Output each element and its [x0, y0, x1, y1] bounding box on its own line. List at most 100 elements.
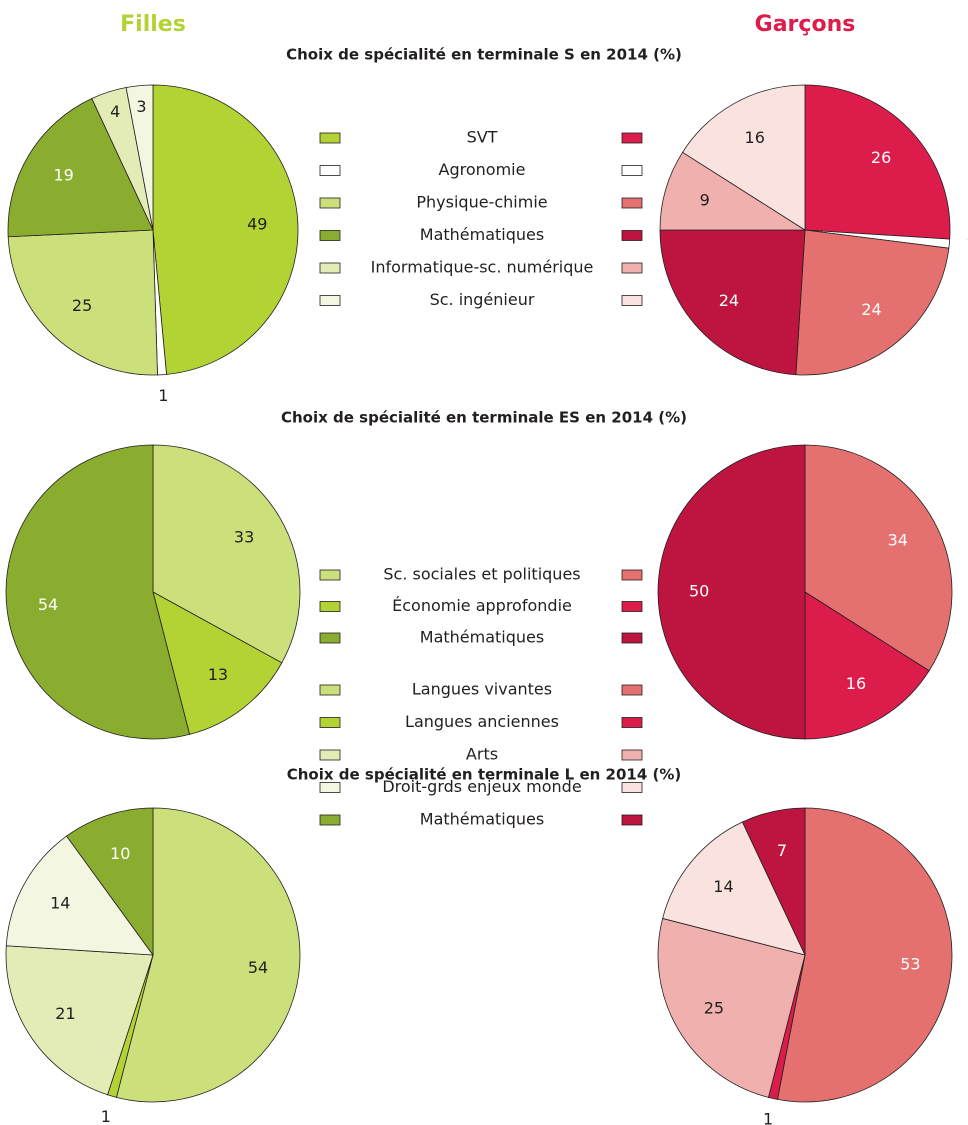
pie-slice [152, 84, 299, 375]
pie-slice [804, 444, 953, 672]
legend-swatch [621, 684, 643, 696]
column-header: Filles [120, 12, 186, 37]
pie-slice [659, 151, 807, 231]
legend-swatch [319, 782, 341, 793]
legend-label: Sc. ingénieur [430, 290, 535, 309]
legend-swatch [319, 684, 341, 696]
legend-swatch [621, 132, 643, 144]
pie-slice [657, 444, 806, 740]
pie-slice [7, 98, 154, 238]
chart-title: Choix de spécialité en terminale L en 20… [287, 766, 682, 784]
legend-swatch [319, 569, 341, 581]
legend-swatch [621, 197, 643, 209]
legend-label: Informatique-sc. numérique [371, 258, 594, 277]
legend-swatch [319, 601, 341, 612]
legend-label: Physique-chimie [416, 193, 547, 212]
pie-slice [66, 807, 154, 957]
data-label: 26 [871, 148, 891, 167]
legend-label: Sc. sociales et politiques [383, 565, 580, 584]
legend-label: Arts [466, 745, 498, 764]
pie-slice [741, 807, 806, 956]
legend-swatch [621, 295, 643, 306]
data-label: 9 [700, 190, 710, 209]
data-label: 54 [248, 958, 268, 977]
chart-title: Choix de spécialité en terminale S en 20… [286, 46, 682, 64]
data-label: 25 [704, 998, 724, 1017]
column-header: Garçons [755, 12, 856, 37]
pie-slice [804, 591, 930, 740]
chart-title: Choix de spécialité en terminale ES en 2… [281, 409, 687, 427]
pie-slice [804, 84, 951, 240]
legend-swatch [621, 782, 643, 793]
data-label: 14 [713, 877, 733, 896]
data-label: 54 [38, 595, 58, 614]
data-label: 7 [777, 841, 787, 860]
legend-swatch [319, 165, 341, 176]
pie-slice [115, 807, 301, 1103]
data-label: 1 [158, 386, 168, 405]
legend-swatch [621, 601, 643, 612]
data-label: 4 [110, 102, 120, 121]
data-label: 21 [55, 1004, 75, 1023]
pie-slice [7, 229, 158, 376]
pie-slice [125, 84, 154, 231]
data-label: 49 [247, 215, 267, 234]
pie-slice [795, 229, 950, 376]
legend-swatch [319, 749, 341, 761]
legend-swatch [319, 197, 341, 209]
legend-swatch [319, 230, 341, 241]
pie-slice [776, 807, 953, 1103]
legend-swatch [621, 262, 643, 274]
data-label: 53 [900, 954, 920, 973]
legend-swatch [319, 717, 341, 728]
legend-label: Langues anciennes [405, 712, 559, 731]
data-label: 33 [234, 528, 254, 547]
data-label: 3 [136, 97, 146, 116]
legend-label: Mathématiques [420, 225, 544, 244]
legend-swatch [319, 262, 341, 274]
data-label: 10 [110, 844, 130, 863]
pie-slice [152, 591, 283, 735]
data-label: 14 [50, 894, 70, 913]
data-label: 24 [719, 291, 739, 310]
legend-swatch [621, 814, 643, 826]
legend-swatch [621, 717, 643, 728]
legend-swatch [621, 632, 643, 644]
data-label: 50 [689, 582, 709, 601]
legend-label: SVT [467, 128, 498, 147]
pie-slice [152, 444, 301, 664]
legend-label: Mathématiques [420, 810, 544, 829]
legend-swatch [319, 295, 341, 306]
pie-slice [5, 835, 154, 956]
data-label: 1 [763, 1109, 773, 1125]
legend-label: Droit-grds enjeux monde [382, 777, 581, 796]
legend-swatch [319, 132, 341, 144]
pie-slice [5, 945, 154, 1096]
data-label: 34 [888, 531, 908, 550]
legend-swatch [621, 165, 643, 176]
pie-slice [662, 821, 806, 956]
data-label: 24 [861, 300, 881, 319]
data-label: 16 [745, 128, 765, 147]
data-label: 25 [72, 296, 92, 315]
pie-slice [659, 229, 806, 376]
legend-label: Mathématiques [420, 628, 544, 647]
data-label: 1 [101, 1107, 111, 1125]
legend-swatch [319, 814, 341, 826]
legend-swatch [621, 749, 643, 761]
data-label: 19 [54, 165, 74, 184]
legend-swatch [621, 230, 643, 241]
pie-slice [682, 84, 806, 231]
legend-label: Agronomie [439, 160, 526, 179]
legend-swatch [621, 569, 643, 581]
legend-label: Économie approfondie [392, 596, 572, 615]
data-label: 13 [208, 665, 228, 684]
legend-swatch [319, 632, 341, 644]
legend-label: Langues vivantes [412, 680, 552, 699]
pie-slice [657, 917, 806, 1098]
pie-slice [5, 444, 191, 740]
data-label: 1 [966, 235, 968, 254]
data-label: 16 [846, 674, 866, 693]
